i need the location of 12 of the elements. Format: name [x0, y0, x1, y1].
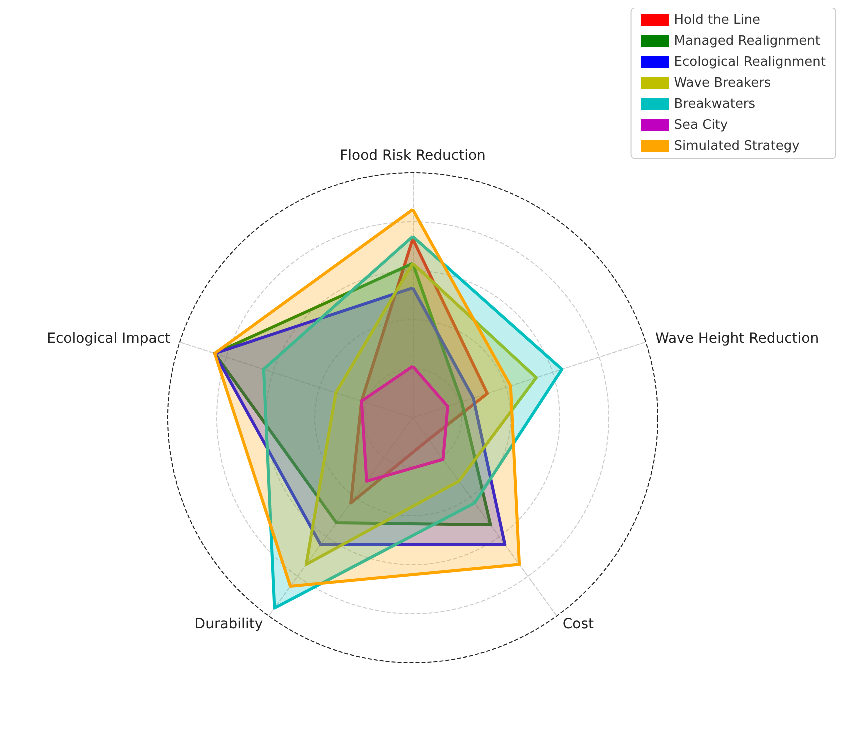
legend-label: Sea City: [674, 118, 728, 133]
legend-label: Ecological Realignment: [674, 55, 826, 70]
spoke-label: Flood Risk Reduction: [340, 148, 486, 164]
spoke-label: Ecological Impact: [47, 331, 171, 348]
legend-label: Breakwaters: [674, 97, 756, 112]
spoke-label: Wave Height Reduction: [656, 331, 820, 348]
spoke-label: Cost: [562, 616, 595, 632]
legend-label: Hold the Line: [674, 13, 761, 28]
legend-label: Wave Breakers: [674, 76, 772, 91]
spoke-label: Durability: [194, 616, 264, 632]
legend-label: Simulated Strategy: [674, 139, 800, 154]
legend-label: Managed Realignment: [674, 34, 820, 49]
